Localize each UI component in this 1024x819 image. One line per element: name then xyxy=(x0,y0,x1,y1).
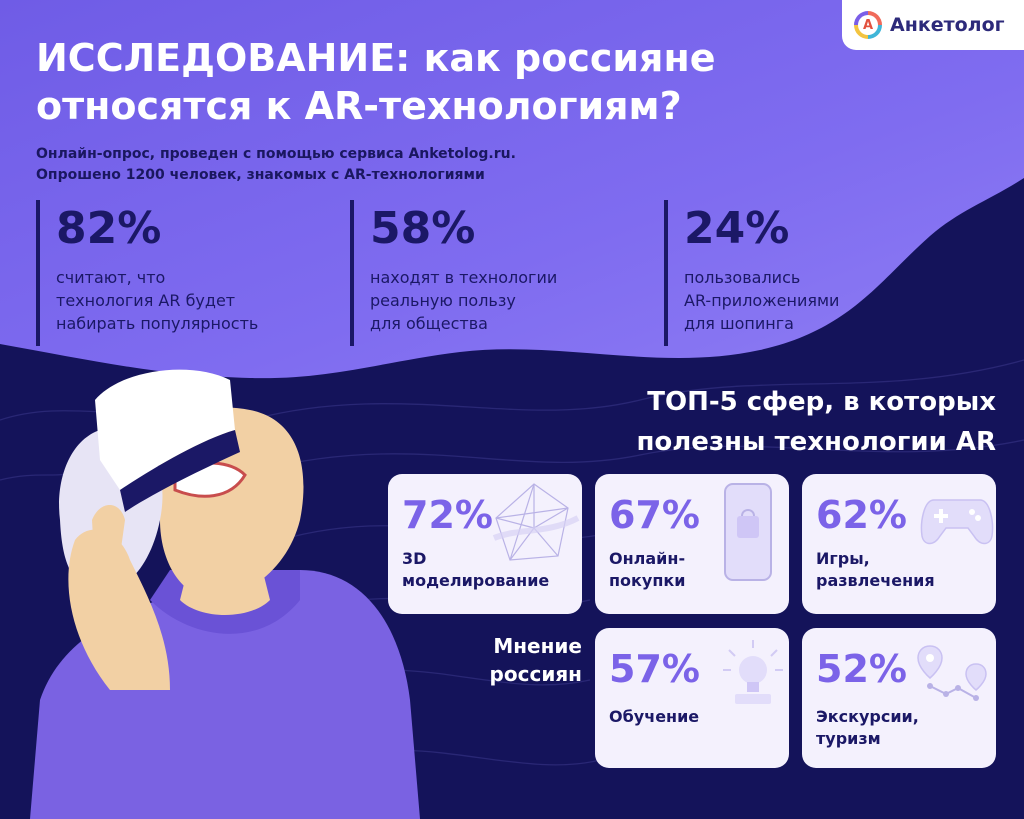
stat-desc: пользовались AR-приложениями для шопинга xyxy=(684,266,964,335)
card-label-line: Экскурсии, xyxy=(816,707,919,726)
3d-model-icon xyxy=(492,483,580,561)
sphere-card-3d: 72% 3D моделирование xyxy=(388,474,582,614)
stat-desc: находят в технологии реальную пользу для… xyxy=(370,266,650,335)
card-label-line: покупки xyxy=(609,571,686,590)
stat-value: 58% xyxy=(370,203,476,254)
card-label-line: туризм xyxy=(816,729,881,748)
stat-desc-line: для шопинга xyxy=(684,314,794,333)
stat-3: 24% пользовались AR-приложениями для шоп… xyxy=(664,200,964,346)
subtitle-line-2: Опрошено 1200 человек, знакомых с AR-тех… xyxy=(36,167,485,183)
anketolog-logo-icon: A xyxy=(854,11,882,39)
lightbulb-book-icon xyxy=(723,640,783,704)
card-label: Игры, развлечения xyxy=(816,548,935,592)
stat-value: 82% xyxy=(56,203,162,254)
card-value: 62% xyxy=(816,493,907,537)
stat-2: 58% находят в технологии реальную пользу… xyxy=(350,200,650,346)
card-label-line: развлечения xyxy=(816,571,935,590)
stat-desc-line: для общества xyxy=(370,314,488,333)
map-route-icon xyxy=(917,645,987,701)
sphere-card-shopping: 67% Онлайн- покупки xyxy=(595,474,789,614)
stat-desc-line: реальную пользу xyxy=(370,291,516,310)
card-value: 52% xyxy=(816,647,907,691)
smartphone-shopping-icon xyxy=(724,483,772,581)
logo[interactable]: A Анкетолог xyxy=(842,0,1024,50)
card-label: 3D моделирование xyxy=(402,548,549,592)
stat-desc-line: пользовались xyxy=(684,268,801,287)
card-value: 72% xyxy=(402,493,493,537)
sphere-card-tourism: 52% Экскурсии, туризм xyxy=(802,628,996,768)
opinion-label: Мнение россиян xyxy=(420,632,582,688)
card-label-line: Игры, xyxy=(816,549,870,568)
top-purple-wave xyxy=(0,0,1024,379)
opinion-line: Мнение xyxy=(493,634,582,658)
subtitle: Онлайн-опрос, проведен с помощью сервиса… xyxy=(36,144,636,186)
stat-desc-line: считают, что xyxy=(56,268,166,287)
card-label: Онлайн- покупки xyxy=(609,548,685,592)
sphere-card-games: 62% Игры, развлечения xyxy=(802,474,996,614)
sphere-card-education: 57% Обучение xyxy=(595,628,789,768)
card-value: 57% xyxy=(609,647,700,691)
card-label-line: Онлайн- xyxy=(609,549,686,568)
card-label-line: моделирование xyxy=(402,571,550,590)
title-line-2: относятся к AR-технологиям? xyxy=(36,84,682,128)
stat-desc-line: AR-приложениями xyxy=(684,291,840,310)
person-vr-headset-icon xyxy=(30,369,420,819)
stat-value: 24% xyxy=(684,203,790,254)
stat-desc-line: технология AR будет xyxy=(56,291,236,310)
stat-desc-line: набирать популярность xyxy=(56,314,259,333)
gamepad-icon xyxy=(920,499,994,545)
card-label: Обучение xyxy=(609,706,699,728)
opinion-line: россиян xyxy=(489,662,582,686)
card-value: 67% xyxy=(609,493,700,537)
top5-title: ТОП-5 сфер, в которых полезны технологии… xyxy=(520,382,996,462)
page-title: ИССЛЕДОВАНИЕ: как россияне относятся к A… xyxy=(36,34,836,130)
card-label-line: 3D xyxy=(402,549,427,568)
top5-title-line: полезны технологии AR xyxy=(636,427,996,457)
subtitle-line-1: Онлайн-опрос, проведен с помощью сервиса… xyxy=(36,146,516,162)
stat-desc: считают, что технология AR будет набират… xyxy=(56,266,336,335)
title-line-1: ИССЛЕДОВАНИЕ: как россияне xyxy=(36,36,716,80)
logo-mark-letter: A xyxy=(858,15,878,35)
card-label-line: Обучение xyxy=(609,707,700,726)
top5-title-line: ТОП-5 сфер, в которых xyxy=(647,387,996,417)
stat-1: 82% считают, что технология AR будет наб… xyxy=(36,200,336,346)
logo-text: Анкетолог xyxy=(890,14,1005,36)
stat-desc-line: находят в технологии xyxy=(370,268,558,287)
card-label: Экскурсии, туризм xyxy=(816,706,919,750)
